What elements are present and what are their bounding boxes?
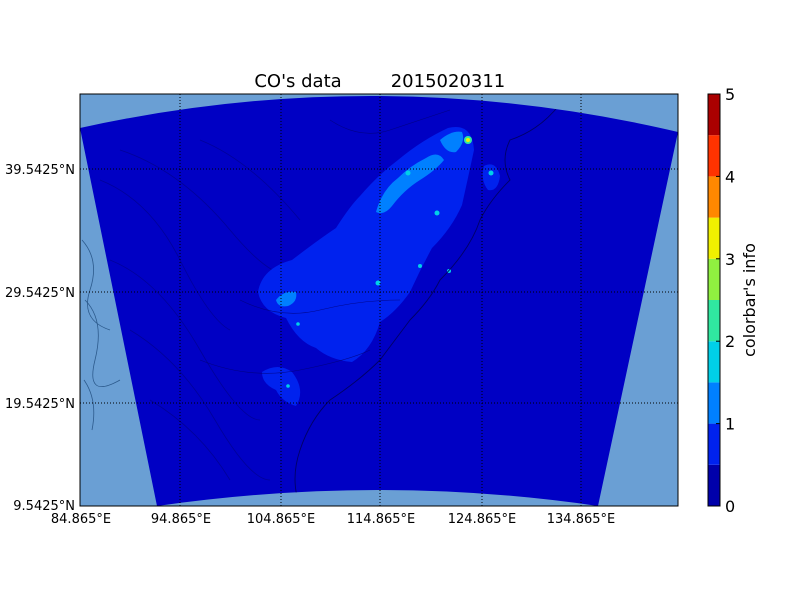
plume-level-1 [258,126,474,362]
chart-title: CO's data [254,71,341,92]
colorbar-tick-label: 5 [725,85,735,104]
hotspot-8 [296,322,300,326]
colorbar-segment-8 [708,135,720,177]
hotspot-9 [286,384,290,388]
model-domain [80,95,678,506]
grid [80,94,678,506]
colorbar-frame [707,93,721,507]
colorbar-segment-6 [708,217,720,259]
hotspot-7 [418,264,422,268]
colorbar [707,93,721,507]
hotspot-2 [488,170,494,176]
colorbar-tick-label: 3 [725,250,735,269]
x-tick-label: 114.865°E [347,512,415,527]
hotspot-3 [434,210,440,216]
colorbar-tick-label: 1 [725,415,735,434]
colorbar-tick-label: 2 [725,332,735,351]
chart-timestamp: 2015020311 [391,71,506,92]
y-tick-label: 9.5425°N [13,499,75,514]
colorbar-segment-5 [708,258,720,300]
map-area [80,94,678,506]
plot-frame [79,93,679,507]
plume-level-2 [376,154,444,214]
colorbar-segment-1 [708,423,720,465]
colorbar-segment-3 [708,341,720,383]
river-lines [199,109,451,374]
hotspot-peak-core [466,138,470,142]
y-axis-ticks: 39.5425°N 29.5425°N 19.5425°N 9.5425°N [5,163,75,514]
coastline [294,103,561,506]
colorbar-segment-4 [708,300,720,342]
plume-level-1-northeast [482,164,500,191]
colorbar-ticks: 0 1 2 3 4 5 [716,85,735,516]
plume-level-2-north [440,131,464,153]
x-tick-label: 94.865°E [151,512,211,527]
colorbar-tick-label: 4 [725,167,735,186]
hotspot-6 [405,170,411,176]
colorbar-tick-label: 0 [725,497,735,516]
y-tick-label: 29.5425°N [5,286,75,301]
colorbar-segment-0 [708,464,720,506]
colorbar-label: colorbar's info [740,243,759,357]
colorbar-segment-9 [708,94,720,136]
plume-level-1-south [262,367,301,406]
y-tick-label: 39.5425°N [5,163,75,178]
y-tick-label: 19.5425°N [5,397,75,412]
colorbar-segment-7 [708,176,720,218]
x-tick-label: 84.865°E [51,512,111,527]
x-tick-label: 124.865°E [448,512,516,527]
x-tick-label: 104.865°E [247,512,315,527]
colorbar-segment-2 [708,382,720,424]
x-tick-label: 134.865°E [547,512,615,527]
hotspot-4 [375,280,381,286]
x-axis-ticks: 84.865°E 94.865°E 104.865°E 114.865°E 12… [51,512,615,527]
